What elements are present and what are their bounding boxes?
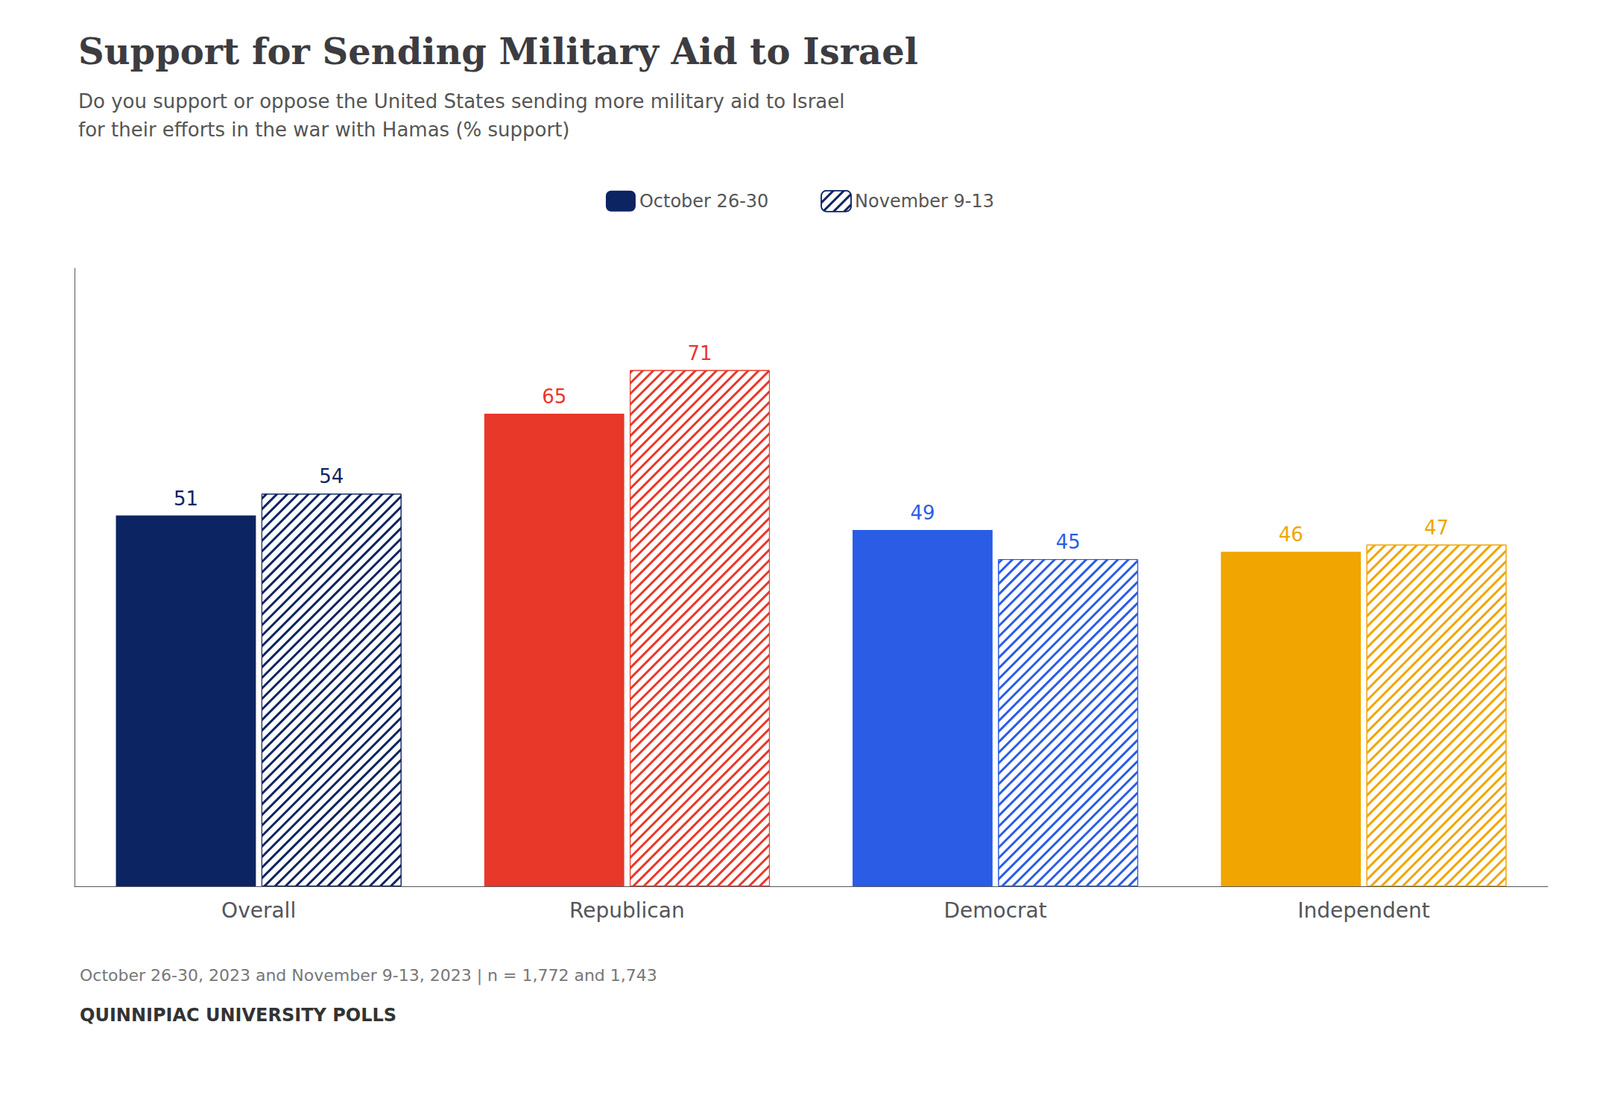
- svg-text:51: 51: [173, 487, 199, 510]
- svg-text:November 9-13: November 9-13: [854, 190, 995, 212]
- svg-text:Support for Sending Military A: Support for Sending Military Aid to Isra…: [78, 30, 919, 73]
- svg-text:for their efforts in the war w: for their efforts in the war with Hamas …: [78, 118, 570, 141]
- svg-text:65: 65: [541, 385, 567, 408]
- svg-text:October 26-30: October 26-30: [639, 190, 769, 212]
- svg-text:49: 49: [909, 501, 935, 524]
- svg-text:71: 71: [687, 342, 712, 365]
- svg-text:Do you support or oppose the U: Do you support or oppose the United Stat…: [78, 90, 846, 113]
- svg-text:46: 46: [1278, 523, 1304, 546]
- svg-text:QUINNIPIAC UNIVERSITY POLLS: QUINNIPIAC UNIVERSITY POLLS: [79, 1004, 397, 1026]
- svg-text:Democrat: Democrat: [944, 897, 1048, 923]
- svg-text:Overall: Overall: [221, 897, 296, 923]
- svg-text:54: 54: [318, 465, 344, 488]
- svg-text:45: 45: [1055, 530, 1081, 553]
- svg-text:Republican: Republican: [569, 897, 685, 923]
- svg-text:Independent: Independent: [1297, 897, 1430, 923]
- svg-text:47: 47: [1424, 516, 1449, 539]
- svg-text:October 26-30, 2023 and Novemb: October 26-30, 2023 and November 9-13, 2…: [79, 965, 658, 986]
